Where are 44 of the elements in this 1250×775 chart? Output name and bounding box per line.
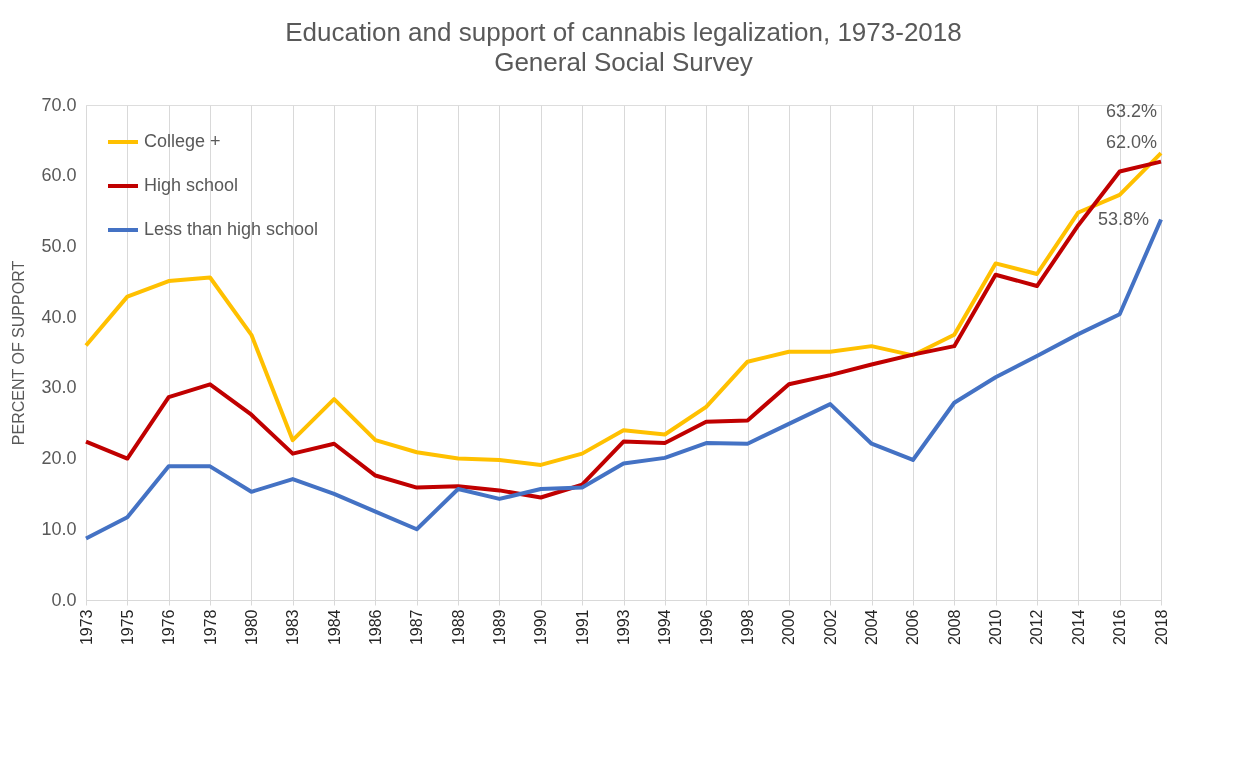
x-tick-label: 1991 [573,609,591,646]
x-tick-label: 2006 [904,609,922,646]
x-tick-label: 1973 [77,609,95,646]
data-label: 63.2% [1105,101,1157,122]
x-tick-label: 2016 [1111,609,1129,646]
legend-label: High school [144,175,239,195]
x-tick-label: 1994 [656,609,674,646]
x-tick-label: 1975 [118,609,136,646]
x-tick-label: 2008 [945,609,963,646]
x-tick-label: 2002 [821,609,839,646]
x-tick-label: 1998 [739,609,757,646]
y-tick-label: 10.0 [41,518,77,539]
x-tick-label: 1976 [160,609,178,646]
x-tick-label: 1989 [490,609,508,646]
x-tick-label: 2018 [1152,609,1170,646]
y-axis-title: PERCENT OF SUPPORT [10,260,28,446]
x-tick-label: 1984 [325,609,343,646]
x-tick-label: 1987 [408,609,426,646]
chart-subtitle: General Social Survey [494,47,753,77]
data-label: 53.8% [1097,208,1149,229]
y-tick-label: 0.0 [51,589,77,610]
legend-label: College + [144,131,221,151]
y-tick-label: 50.0 [41,235,77,256]
y-tick-label: 60.0 [41,165,77,186]
x-tick-label: 1996 [697,609,715,646]
x-tick-label: 1978 [201,609,219,646]
chart-title: Education and support of cannabis legalization, 1973-2018 [285,17,962,47]
y-tick-label: 40.0 [41,306,77,327]
x-tick-label: 2000 [780,609,798,646]
data-label: 62.0% [1105,131,1157,152]
legend-label: Less than high school [144,219,319,239]
x-tick-label: 2014 [1069,609,1087,646]
x-tick-label: 1988 [449,609,467,646]
y-tick-label: 30.0 [41,377,77,398]
x-tick-label: 1993 [615,609,632,646]
x-tick-label: 1980 [242,609,260,646]
y-tick-label: 70.0 [41,94,77,115]
x-tick-label: 1983 [284,609,302,646]
x-tick-label: 2012 [1028,609,1046,646]
x-tick-label: 2010 [987,609,1005,646]
x-tick-label: 1986 [366,609,384,646]
x-tick-label: 2004 [863,609,881,646]
x-tick-label: 1990 [532,609,550,646]
y-tick-label: 20.0 [41,448,77,469]
